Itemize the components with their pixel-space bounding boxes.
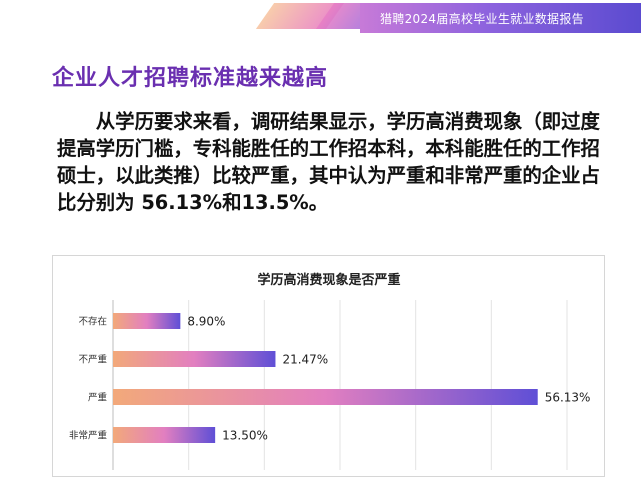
x-tick-label: 0% [104,476,121,478]
chart-container: 学历高消费现象是否严重 不存在 8.90% 不严重 21.47% 严重 56.13% 非常严… [52,255,605,478]
bar [113,351,276,367]
data-label: 21.47% [282,353,328,367]
chart-title: 学历高消费现象是否严重 [257,272,400,288]
x-tick-label: 30% [328,476,352,478]
category-label: 严重 [88,392,108,404]
bar [113,427,216,443]
bar-chart: 学历高消费现象是否严重 不存在 8.90% 不严重 21.47% 严重 56.13% 非常严… [69,272,591,478]
category-label: 非常严重 [69,430,108,442]
x-tick-label: 10% [176,476,200,478]
category-label: 不存在 [78,316,107,328]
x-tick-label: 50% [479,476,503,478]
x-tick-label: 20% [252,476,276,478]
x-tick-label: 40% [403,476,427,478]
data-label: 8.90% [187,315,225,329]
bar [113,389,538,405]
category-label: 不严重 [78,354,107,366]
section-title: 企业人才招聘标准越来越高 [52,66,329,91]
data-label: 56.13% [545,391,591,405]
header-bar [360,3,641,33]
bar [113,313,181,329]
x-tick-label: 60% [555,476,579,478]
data-label: 13.50% [222,429,268,443]
header-band: 猎聘2024届高校毕业生就业数据报告 [0,0,641,40]
report-title: 猎聘2024届高校毕业生就业数据报告 [380,12,584,26]
body-paragraph: 从学历要求来看，调研结果显示，学历高消费现象（即过度提高学历门槛，专科能胜任的工… [57,110,600,214]
